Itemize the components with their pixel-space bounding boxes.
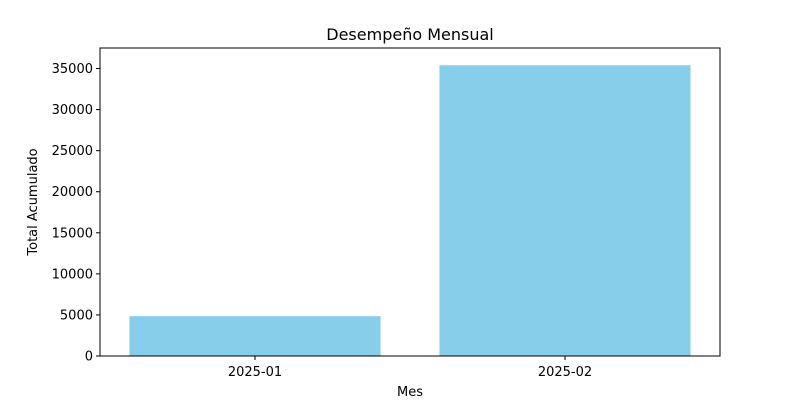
y-tick-label: 0	[85, 350, 93, 365]
x-axis-title: Mes	[397, 385, 423, 400]
y-tick-label: 15000	[52, 226, 93, 241]
axes-layer	[99, 47, 721, 357]
y-axis-title: Total Acumulado	[26, 148, 41, 256]
x-tick-label: 2025-01	[228, 365, 282, 380]
y-tick-label: 35000	[52, 62, 93, 77]
chart-title: Desempeño Mensual	[326, 25, 493, 44]
plot-frame	[99, 47, 721, 357]
y-tick-label: 20000	[52, 185, 93, 200]
bar-2025-01	[129, 316, 381, 356]
bars-layer	[129, 65, 691, 357]
ticks-layer: 0 5000 10000 15000 20000 25000 30000 35000 2025-…	[52, 62, 593, 380]
bar-2025-02	[439, 65, 691, 357]
y-tick-label: 25000	[52, 144, 93, 159]
x-tick-label: 2025-02	[538, 365, 592, 380]
y-tick-label: 10000	[52, 267, 93, 282]
y-tick-label: 5000	[60, 308, 93, 323]
y-tick-label: 30000	[52, 103, 93, 118]
